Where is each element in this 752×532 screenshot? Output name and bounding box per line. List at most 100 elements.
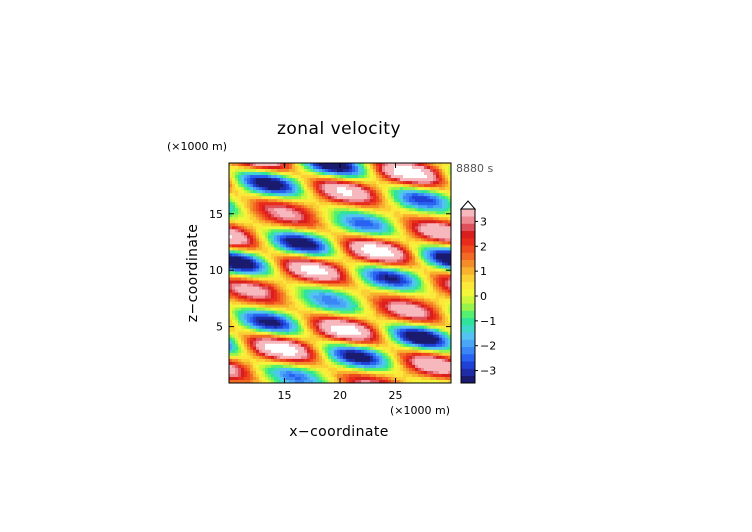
heatmap-cell: [235, 247, 239, 251]
heatmap-cell: [409, 169, 413, 173]
heatmap-cell: [283, 217, 287, 221]
heatmap-cell: [394, 349, 398, 354]
heatmap-cell: [319, 349, 323, 354]
heatmap-cell: [391, 241, 395, 245]
heatmap-cell: [229, 244, 233, 248]
heatmap-cell: [349, 337, 353, 342]
heatmap-cell: [280, 256, 284, 260]
heatmap-cell: [253, 196, 257, 200]
heatmap-cell: [349, 247, 353, 251]
heatmap-cell: [265, 283, 269, 287]
heatmap-cell: [256, 283, 260, 287]
heatmap-cell: [448, 232, 452, 236]
heatmap-cell: [241, 364, 245, 369]
heatmap-cell: [280, 277, 284, 281]
heatmap-cell: [253, 295, 257, 300]
heatmap-cell: [298, 199, 302, 203]
heatmap-cell: [229, 211, 233, 215]
heatmap-cell: [277, 208, 281, 212]
heatmap-cell: [253, 187, 257, 191]
heatmap-cell: [325, 181, 329, 185]
heatmap-cell: [352, 250, 356, 254]
heatmap-cell: [388, 346, 392, 351]
heatmap-cell: [343, 208, 347, 212]
heatmap-cell: [316, 208, 320, 212]
heatmap-cell: [307, 193, 311, 197]
heatmap-cell: [448, 238, 452, 242]
heatmap-cell: [274, 274, 278, 278]
heatmap-cell: [310, 229, 314, 233]
heatmap-cell: [385, 340, 389, 345]
heatmap-cell: [364, 319, 368, 324]
heatmap-cell: [250, 355, 254, 360]
heatmap-cell: [295, 307, 299, 312]
heatmap-cell: [409, 238, 413, 242]
heatmap-cell: [430, 307, 434, 312]
heatmap-cell: [343, 187, 347, 191]
heatmap-cell: [382, 340, 386, 345]
heatmap-cell: [436, 355, 440, 360]
heatmap-cell: [436, 211, 440, 215]
heatmap-cell: [292, 193, 296, 197]
heatmap-cell: [229, 226, 233, 230]
heatmap-cell: [334, 169, 338, 173]
heatmap-cell: [424, 328, 428, 333]
heatmap-cell: [298, 208, 302, 212]
heatmap-cell: [433, 337, 437, 342]
heatmap-cell: [262, 220, 266, 224]
heatmap-cell: [409, 196, 413, 200]
heatmap-cell: [394, 172, 398, 176]
heatmap-cell: [334, 289, 338, 293]
heatmap-cell: [346, 325, 350, 330]
heatmap-cell: [349, 226, 353, 230]
heatmap-cell: [229, 181, 233, 185]
heatmap-cell: [349, 349, 353, 354]
heatmap-cell: [427, 361, 431, 366]
heatmap-cell: [415, 184, 419, 188]
heatmap-cell: [328, 241, 332, 245]
heatmap-cell: [253, 244, 257, 248]
heatmap-cell: [415, 232, 419, 236]
heatmap-cell: [235, 328, 239, 333]
heatmap-cell: [412, 337, 416, 342]
heatmap-cell: [244, 241, 248, 245]
heatmap-cell: [406, 238, 410, 242]
heatmap-cell: [289, 208, 293, 212]
heatmap-cell: [298, 244, 302, 248]
heatmap-cell: [382, 190, 386, 194]
heatmap-cell: [433, 298, 437, 303]
heatmap-cell: [265, 304, 269, 309]
heatmap-cell: [379, 244, 383, 248]
heatmap-cell: [448, 319, 452, 324]
heatmap-cell: [316, 214, 320, 218]
heatmap-cell: [430, 199, 434, 203]
heatmap-cell: [355, 250, 359, 254]
heatmap-cell: [259, 328, 263, 333]
heatmap-cell: [367, 340, 371, 345]
heatmap-cell: [328, 325, 332, 330]
heatmap-cell: [313, 250, 317, 254]
heatmap-cell: [289, 361, 293, 366]
heatmap-cell: [364, 169, 368, 173]
heatmap-cell: [409, 214, 413, 218]
heatmap-cell: [382, 238, 386, 242]
heatmap-cell: [409, 175, 413, 179]
heatmap-cell: [295, 274, 299, 278]
heatmap-cell: [400, 238, 404, 242]
heatmap-cell: [373, 253, 377, 257]
heatmap-cell: [406, 169, 410, 173]
heatmap-cell: [442, 361, 446, 366]
heatmap-cell: [415, 262, 419, 266]
heatmap-cell: [271, 226, 275, 230]
heatmap-cell: [247, 220, 251, 224]
heatmap-cell: [337, 271, 341, 275]
heatmap-cell: [319, 199, 323, 203]
heatmap-cell: [304, 202, 308, 206]
heatmap-cell: [385, 208, 389, 212]
heatmap-cell: [235, 331, 239, 336]
heatmap-cell: [301, 298, 305, 303]
heatmap-cell: [370, 268, 374, 272]
heatmap-cell: [343, 325, 347, 330]
heatmap-cell: [250, 256, 254, 260]
heatmap-cell: [313, 307, 317, 312]
